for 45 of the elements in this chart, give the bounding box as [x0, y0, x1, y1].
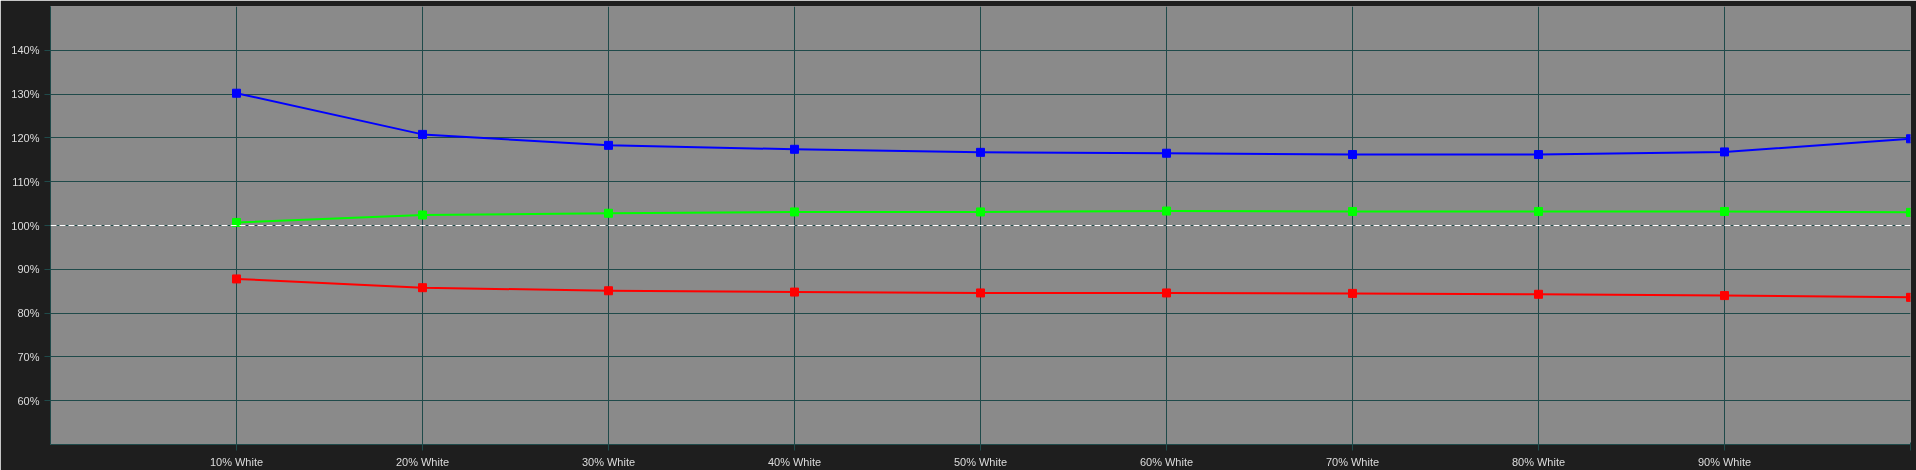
point: [232, 274, 241, 284]
point: [232, 217, 241, 227]
point: [418, 283, 427, 293]
point: [1720, 147, 1729, 157]
x-tick-label: 60% White: [1139, 455, 1194, 468]
y-tick-label: 120%: [11, 131, 40, 144]
point: [604, 286, 613, 296]
x-tick-label: 30% White: [581, 455, 636, 468]
point: [976, 288, 985, 298]
point: [976, 207, 985, 217]
point: [232, 88, 241, 98]
y-tick-label: 140%: [11, 44, 40, 57]
point: [1162, 288, 1171, 298]
x-tick-label: 80% White: [1511, 455, 1566, 468]
y-tick-label: 90%: [17, 263, 40, 276]
point: [418, 210, 427, 220]
point: [1534, 289, 1543, 299]
y-tick-label: 80%: [17, 307, 40, 320]
point: [604, 140, 613, 150]
x-tick-label: 20% White: [395, 455, 450, 468]
point: [1348, 206, 1357, 216]
point: [790, 144, 799, 154]
point: [1348, 150, 1357, 160]
point: [790, 287, 799, 297]
x-tick-label: 10% White: [209, 455, 264, 468]
point: [418, 129, 427, 139]
y-tick-label: 100%: [11, 219, 40, 232]
point: [1534, 206, 1543, 216]
y-tick-label: 70%: [17, 350, 40, 363]
x-tick-label: 70% White: [1325, 455, 1380, 468]
x-tick-label: 50% White: [953, 455, 1008, 468]
x-tick-label: 90% White: [1697, 455, 1752, 468]
point: [1534, 150, 1543, 160]
point: [1162, 148, 1171, 158]
y-tick-label: 110%: [12, 175, 40, 188]
point: [1720, 291, 1729, 301]
point: [1162, 206, 1171, 216]
point: [1348, 288, 1357, 298]
point: [790, 207, 799, 217]
point: [976, 147, 985, 157]
point: [1720, 206, 1729, 216]
y-tick-label: 60%: [17, 394, 40, 407]
y-tick-label: 130%: [11, 88, 40, 101]
x-tick-label: 40% White: [767, 455, 822, 468]
point: [604, 208, 613, 218]
